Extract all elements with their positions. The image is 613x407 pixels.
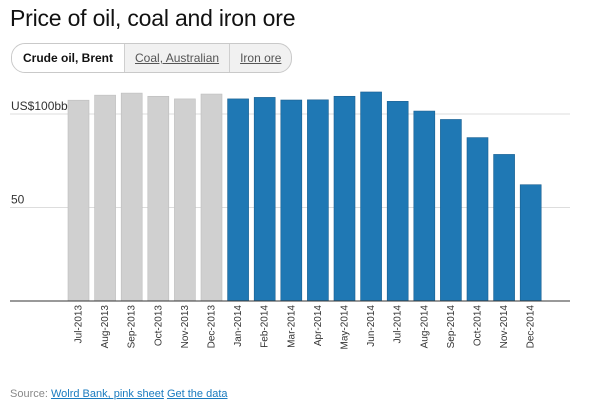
x-tick-label: Sep-2014 (446, 305, 457, 349)
x-tick-label: Feb-2014 (260, 305, 271, 348)
x-tick-label: Aug-2013 (100, 305, 111, 349)
x-tick-label: May-2014 (340, 305, 351, 350)
x-tick-label: Nov-2014 (499, 305, 510, 349)
bar-oct-2013 (148, 96, 169, 301)
x-tick-label: Jul-2014 (393, 305, 404, 344)
x-tick-label: Nov-2013 (180, 305, 191, 349)
bar-jul-2013 (68, 100, 89, 301)
bar-dec-2013 (201, 94, 222, 301)
bar-apr-2014 (307, 100, 328, 301)
bar-oct-2014 (467, 138, 488, 301)
price-bar-chart: US$100bbl 50 Jul-2013 Aug-2013 Sep-2013 Oct-2… (0, 0, 613, 407)
source-line: Source: Wolrd Bank, pink sheet Get the d… (10, 388, 228, 400)
source-link-world-bank[interactable]: Wolrd Bank, pink sheet (51, 388, 164, 400)
y-tick-label: 50 (11, 193, 25, 207)
bar-feb-2014 (254, 97, 275, 301)
bar-sep-2014 (440, 119, 461, 301)
y-tick-label: US$100bbl (11, 99, 70, 113)
bar-nov-2014 (494, 154, 515, 301)
bar-dec-2014 (520, 185, 541, 301)
x-tick-label: Jan-2014 (233, 305, 244, 347)
x-tick-label: Dec-2014 (526, 305, 537, 349)
bar-may-2014 (334, 96, 355, 301)
bar-sep-2013 (121, 93, 142, 301)
bar-mar-2014 (281, 100, 302, 301)
x-tick-label: Mar-2014 (286, 305, 297, 348)
bar-jul-2014 (387, 101, 408, 301)
get-the-data-link[interactable]: Get the data (167, 388, 228, 400)
x-tick-label: Oct-2014 (473, 305, 484, 347)
x-tick-label: Dec-2013 (207, 305, 218, 349)
x-tick-label: Jun-2014 (366, 305, 377, 347)
x-tick-label: Sep-2013 (127, 305, 138, 349)
bar-aug-2014 (414, 111, 435, 301)
x-tick-label: Aug-2014 (419, 305, 430, 349)
source-prefix: Source: (10, 388, 51, 400)
x-tick-label: Oct-2013 (153, 305, 164, 347)
x-tick-label: Jul-2013 (74, 305, 85, 344)
bar-nov-2013 (174, 99, 195, 301)
bar-jan-2014 (228, 99, 249, 301)
bar-aug-2013 (95, 95, 116, 301)
bar-jun-2014 (361, 92, 382, 301)
x-tick-label: Apr-2014 (313, 305, 324, 347)
